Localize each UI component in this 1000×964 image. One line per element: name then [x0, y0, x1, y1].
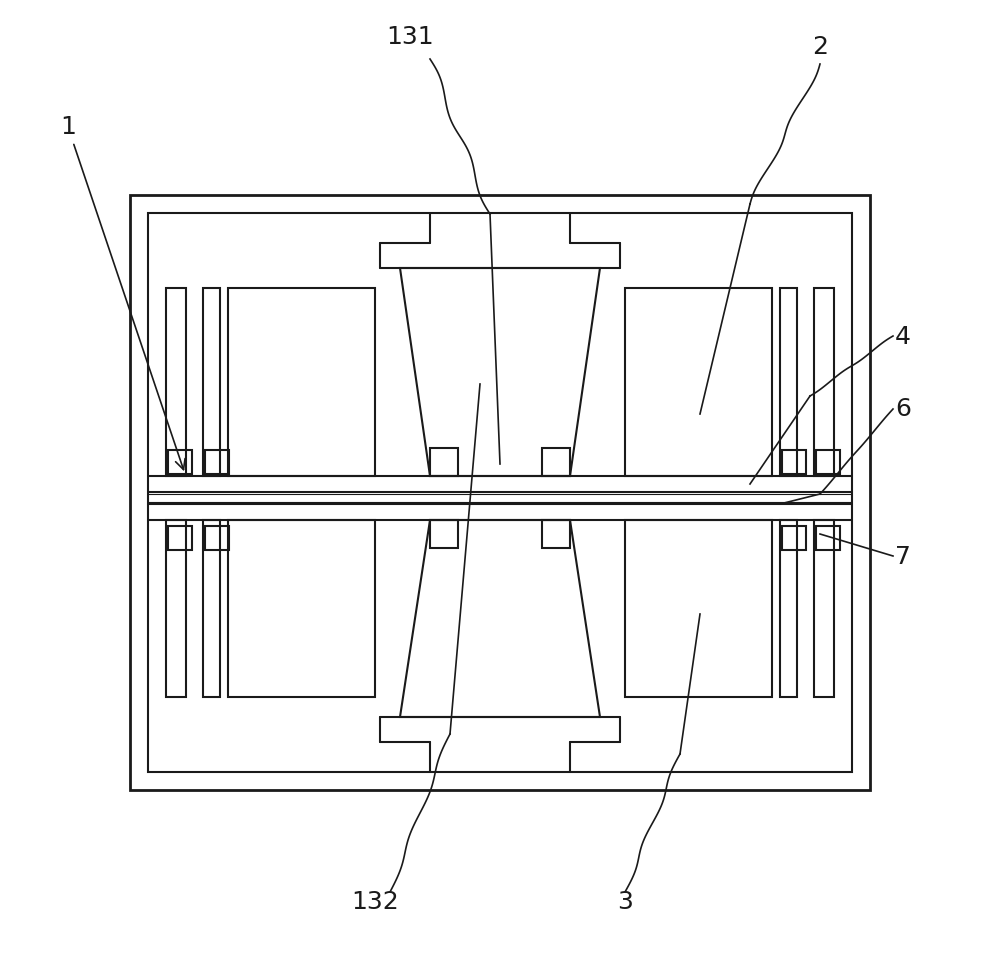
- Bar: [542, 448, 570, 476]
- Bar: [166, 288, 186, 476]
- Bar: [430, 520, 458, 548]
- Text: 132: 132: [351, 890, 399, 914]
- Bar: [814, 288, 834, 476]
- Text: 2: 2: [812, 35, 828, 59]
- Text: 7: 7: [895, 545, 911, 569]
- Bar: [205, 450, 229, 474]
- Text: 3: 3: [617, 890, 633, 914]
- Bar: [780, 288, 797, 476]
- Bar: [542, 520, 570, 548]
- Bar: [203, 520, 220, 697]
- Bar: [228, 520, 375, 697]
- Bar: [782, 450, 806, 474]
- Bar: [205, 526, 229, 550]
- Bar: [228, 288, 375, 476]
- Bar: [816, 526, 840, 550]
- Text: 1: 1: [60, 115, 185, 469]
- Bar: [625, 520, 772, 697]
- Text: 4: 4: [895, 325, 911, 349]
- Bar: [203, 288, 220, 476]
- Bar: [816, 450, 840, 474]
- Bar: [168, 450, 192, 474]
- Bar: [130, 195, 870, 790]
- Bar: [814, 520, 834, 697]
- Bar: [430, 448, 458, 476]
- Bar: [148, 213, 852, 772]
- Bar: [780, 520, 797, 697]
- Bar: [166, 520, 186, 697]
- Bar: [625, 288, 772, 476]
- Text: 131: 131: [386, 25, 434, 49]
- Bar: [168, 526, 192, 550]
- Bar: [782, 526, 806, 550]
- Text: 6: 6: [895, 397, 911, 421]
